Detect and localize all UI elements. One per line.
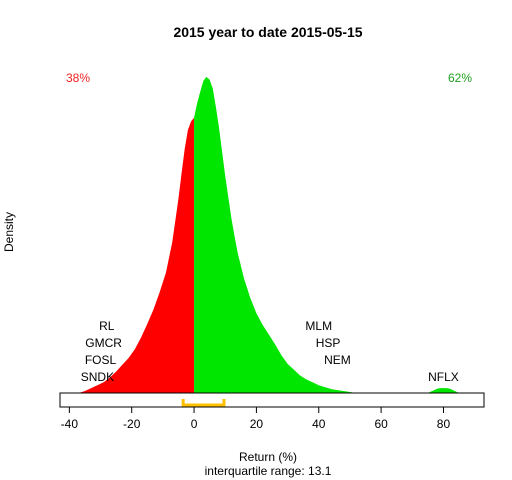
x-axis: -40 -20 0 20 40 60 80 — [61, 406, 451, 431]
iqr-bracket-line — [181, 399, 226, 407]
ticker-label: RL — [99, 319, 115, 333]
y-axis-label: Density — [2, 212, 16, 252]
iqr-subtitle: interquartile range: 13.1 — [205, 464, 332, 478]
negative-return-area — [78, 117, 195, 393]
x-tick-label: 40 — [312, 417, 326, 431]
x-tick-label: -20 — [123, 417, 141, 431]
chart-title: 2015 year to date 2015-05-15 — [173, 24, 362, 40]
ticker-label: GMCR — [85, 336, 122, 350]
ticker-label: MLM — [305, 319, 332, 333]
x-tick-label: 60 — [374, 417, 388, 431]
x-axis-label: Return (%) — [239, 450, 297, 464]
ticker-label: NEM — [324, 353, 351, 367]
left-share-label: 38% — [66, 71, 90, 85]
ticker-label: HSP — [316, 336, 341, 350]
iqr-bracket — [181, 399, 226, 407]
ticker-label: SNDK — [81, 370, 114, 384]
ticker-label: NFLX — [428, 370, 459, 384]
x-tick-label: -40 — [61, 417, 79, 431]
tail-bump-area — [427, 388, 460, 393]
density-area-layer — [78, 76, 460, 393]
right-share-label: 62% — [448, 71, 472, 85]
x-tick-label: 80 — [437, 417, 451, 431]
x-tick-label: 0 — [191, 417, 198, 431]
x-tick-label: 20 — [250, 417, 264, 431]
ticker-label-layer: RL GMCR FOSL SNDK MLM HSP NEM NFLX — [81, 319, 459, 384]
positive-return-area — [194, 76, 357, 393]
ticker-label: FOSL — [85, 353, 117, 367]
plot-frame — [59, 392, 485, 408]
